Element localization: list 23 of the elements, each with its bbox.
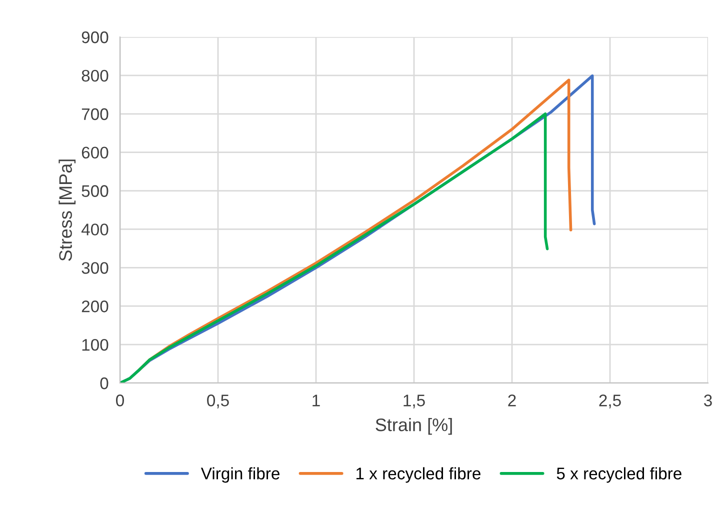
y-tick-label: 600 — [82, 146, 108, 159]
y-tick-label: 700 — [82, 108, 108, 120]
legend-label: 1 x recycled fibre — [356, 467, 480, 483]
y-tick-label: 900 — [82, 31, 108, 44]
y-tick-label: 300 — [82, 262, 108, 274]
line-series — [120, 112, 549, 383]
x-tick-label: 0 — [116, 394, 124, 406]
x-tick-label: 3 — [704, 394, 712, 406]
y-axis-title: Stress [MPa] — [58, 160, 76, 261]
x-tick-label: 1 — [312, 394, 320, 406]
legend-label: Virgin fibre — [200, 467, 280, 483]
y-tick-label: 200 — [82, 300, 108, 312]
y-tick-label: 800 — [82, 70, 108, 82]
y-tick-label: 0 — [100, 377, 108, 390]
x-tick-label: 1,5 — [404, 394, 425, 408]
x-tick-label: 2,5 — [599, 394, 621, 408]
y-tick-label: 500 — [82, 185, 108, 197]
y-tick-label: 100 — [82, 338, 108, 351]
x-tick-label: 0,5 — [207, 394, 229, 408]
legend-label: 5 x recycled fibre — [556, 467, 682, 483]
x-tick-label: 2 — [508, 394, 516, 406]
x-axis-title: Strain [%] — [376, 418, 452, 435]
y-tick-label: 400 — [81, 224, 108, 236]
